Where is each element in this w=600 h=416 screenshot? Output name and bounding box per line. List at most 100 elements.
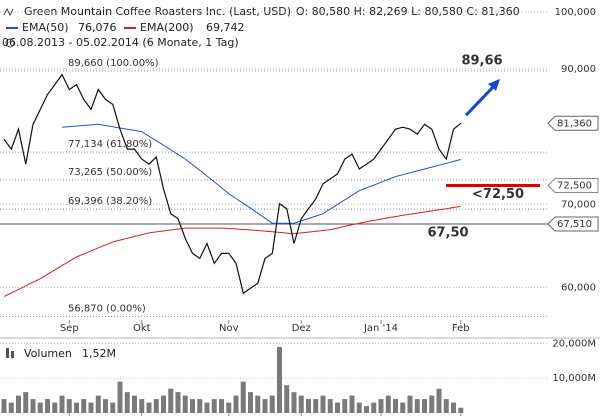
volume-bar — [175, 392, 181, 413]
volume-bar — [95, 395, 101, 413]
volume-bar — [182, 395, 188, 413]
volume-bar — [306, 399, 311, 413]
volume-bar — [393, 399, 398, 413]
level-annotation: 67,50 — [427, 226, 468, 241]
volume-bar — [190, 399, 195, 413]
y-tick-label: 90,000 — [561, 64, 596, 75]
volume-bar — [269, 395, 275, 413]
volume-bar — [153, 399, 159, 413]
volume-bar — [335, 402, 340, 413]
volume-bar — [146, 402, 152, 413]
volume-bar — [313, 399, 319, 413]
volume-bar — [385, 395, 391, 413]
volume-bar — [37, 402, 43, 413]
volume-icon — [11, 351, 14, 358]
volume-bar — [59, 395, 65, 413]
marker-annotation: <72,50 — [472, 187, 524, 202]
x-tick-label: Feb — [452, 323, 470, 334]
fib-label: 77,134 (61.80%) — [68, 139, 152, 150]
volume-bar — [52, 402, 58, 413]
volume-bar — [30, 399, 36, 413]
volume-bar — [422, 399, 427, 413]
volume-bar — [255, 395, 261, 413]
fib-label: 89,660 (100.00%) — [68, 58, 159, 69]
volume-bar — [378, 399, 384, 413]
volume-bar — [16, 395, 21, 413]
price-tag — [547, 115, 599, 131]
target-arrow — [464, 82, 498, 117]
volume-bar — [139, 399, 145, 413]
volume-bar — [277, 346, 282, 413]
y-tick-label: 10,000M — [552, 373, 596, 384]
price-tag-label: 72,500 — [557, 180, 592, 191]
volume-bar — [74, 402, 79, 413]
volume-icon — [6, 348, 9, 358]
y-tick-label: 60,000 — [561, 283, 596, 294]
price-line — [3, 73, 462, 295]
volume-bar — [204, 402, 210, 413]
volume-bar — [1, 399, 7, 413]
volume-bar — [66, 399, 72, 413]
volume-bar — [298, 395, 304, 413]
x-tick-label: Okt — [133, 323, 151, 334]
target-arrowhead — [488, 78, 500, 91]
volume-bar — [291, 392, 297, 413]
volume-bar — [161, 395, 166, 413]
volume-bar — [407, 395, 413, 413]
volume-bar — [349, 395, 355, 413]
volume-bar — [132, 395, 137, 413]
volume-bar — [103, 399, 108, 413]
price-tag — [547, 177, 599, 193]
volume-bar — [371, 402, 377, 413]
header-ohlc: O: 80,580 H: 82,269 L: 80,580 C: 81,360 — [296, 5, 520, 18]
volume-title: Volumen — [24, 347, 72, 360]
volume-bar — [124, 392, 130, 413]
volume-bar — [356, 402, 362, 413]
y-tick-label: 70,000 — [561, 199, 596, 210]
target-label: 89,66 — [461, 53, 502, 68]
volume-bar — [81, 399, 87, 413]
legend-label: EMA(50) — [22, 21, 69, 34]
volume-bar — [240, 381, 246, 413]
header-title: Green Mountain Coffee Roasters Inc. (Las… — [24, 5, 291, 18]
volume-bar — [364, 406, 369, 413]
volume-bar — [226, 402, 232, 413]
volume-bar — [23, 392, 29, 413]
volume-bar — [233, 395, 239, 413]
fib-label: 73,265 (50.00%) — [68, 167, 152, 178]
x-tick-label: Nov — [219, 323, 239, 334]
price-tag-label: 67,510 — [557, 219, 592, 230]
legend-value: 76,076 — [78, 21, 117, 34]
chart-icon — [3, 7, 14, 17]
volume-last: 1,52M — [82, 347, 116, 360]
fib-label: 69,396 (38.20%) — [68, 196, 152, 207]
volume-bar — [45, 399, 50, 413]
volume-bar — [342, 399, 348, 413]
volume-bar — [320, 395, 326, 413]
volume-bar — [262, 399, 268, 413]
volume-bar — [211, 399, 217, 413]
y-tick-label: 100,000 — [555, 7, 596, 18]
fib-label: 56,870 (0.00%) — [68, 303, 146, 314]
volume-bar — [8, 402, 14, 413]
legend-label: EMA(200) — [140, 21, 194, 34]
volume-bar — [443, 399, 449, 413]
volume-bar — [117, 381, 123, 413]
volume-bar — [414, 399, 420, 413]
volume-bar — [436, 388, 442, 413]
volume-bar — [197, 399, 203, 413]
price-tag — [547, 216, 599, 232]
x-tick-label: Jan '14 — [363, 323, 398, 334]
ema-line — [3, 205, 461, 298]
volume-bar — [110, 402, 116, 413]
volume-bar — [429, 395, 435, 413]
volume-bar — [327, 399, 333, 413]
y-tick-label: 20,000M — [552, 338, 596, 349]
volume-bar — [168, 388, 174, 413]
legend-value: 69,742 — [206, 21, 245, 34]
volume-bar — [458, 407, 464, 413]
volume-bar — [284, 385, 290, 413]
volume-bar — [248, 392, 253, 413]
ema-line — [61, 123, 461, 224]
